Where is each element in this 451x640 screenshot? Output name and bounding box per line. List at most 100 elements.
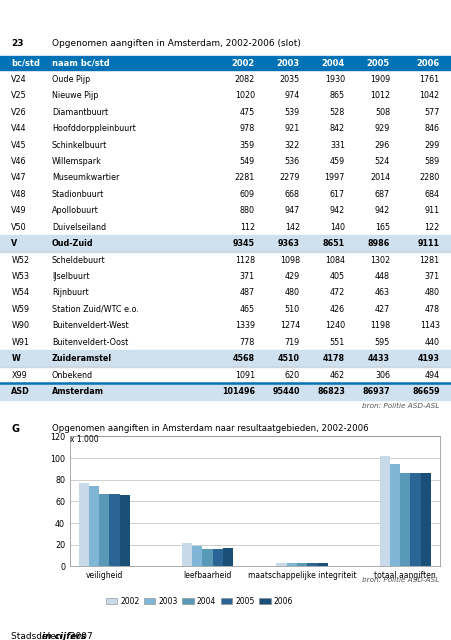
Text: 974: 974 bbox=[285, 92, 300, 100]
Text: 459: 459 bbox=[330, 157, 345, 166]
Text: 2005: 2005 bbox=[367, 59, 390, 68]
Text: 487: 487 bbox=[239, 289, 255, 298]
Text: 2006: 2006 bbox=[416, 59, 440, 68]
Text: 371: 371 bbox=[424, 272, 440, 281]
Text: 1084: 1084 bbox=[325, 255, 345, 264]
Text: 942: 942 bbox=[330, 206, 345, 215]
Text: 478: 478 bbox=[424, 305, 440, 314]
Text: 4510: 4510 bbox=[278, 354, 300, 363]
Text: 2002: 2002 bbox=[231, 59, 255, 68]
Text: 1930: 1930 bbox=[325, 75, 345, 84]
Text: Station Zuid/WTC e.o.: Station Zuid/WTC e.o. bbox=[52, 305, 139, 314]
Text: 86659: 86659 bbox=[412, 387, 440, 396]
Text: 359: 359 bbox=[239, 141, 255, 150]
Text: in cijfers: in cijfers bbox=[42, 632, 86, 640]
Bar bbox=[110, 494, 120, 566]
Text: 429: 429 bbox=[285, 272, 300, 281]
Text: 86937: 86937 bbox=[363, 387, 390, 396]
Text: 2281: 2281 bbox=[235, 173, 255, 182]
Text: 595: 595 bbox=[375, 338, 390, 347]
Text: IJselbuurt: IJselbuurt bbox=[52, 272, 89, 281]
Text: Onbekend: Onbekend bbox=[52, 371, 93, 380]
Text: Amsterdam: Amsterdam bbox=[52, 387, 104, 396]
Bar bbox=[297, 563, 307, 566]
Text: 2279: 2279 bbox=[280, 173, 300, 182]
Text: Schinkelbuurt: Schinkelbuurt bbox=[52, 141, 107, 150]
Text: 1302: 1302 bbox=[370, 255, 390, 264]
Text: 465: 465 bbox=[239, 305, 255, 314]
Text: 1761: 1761 bbox=[419, 75, 440, 84]
Text: bc/std: bc/std bbox=[11, 59, 40, 68]
Text: 880: 880 bbox=[240, 206, 255, 215]
Text: Oud-Zuid: Oud-Zuid bbox=[52, 239, 93, 248]
Text: V48: V48 bbox=[11, 190, 27, 199]
Text: W54: W54 bbox=[11, 289, 29, 298]
Text: 140: 140 bbox=[330, 223, 345, 232]
Bar bbox=[223, 548, 233, 566]
Text: V45: V45 bbox=[11, 141, 27, 150]
Text: 331: 331 bbox=[330, 141, 345, 150]
Bar bbox=[0, 236, 451, 252]
Text: 2004: 2004 bbox=[322, 59, 345, 68]
Text: 405: 405 bbox=[330, 272, 345, 281]
Text: W91: W91 bbox=[11, 338, 29, 347]
Text: 9111: 9111 bbox=[418, 239, 440, 248]
Text: 322: 322 bbox=[285, 141, 300, 150]
Text: 472: 472 bbox=[330, 289, 345, 298]
Text: 462: 462 bbox=[330, 371, 345, 380]
Text: V47: V47 bbox=[11, 173, 27, 182]
Text: 508: 508 bbox=[375, 108, 390, 116]
Text: 1339: 1339 bbox=[235, 321, 255, 330]
Text: 510: 510 bbox=[285, 305, 300, 314]
Text: Stadsdelen: Stadsdelen bbox=[11, 632, 65, 640]
Text: V26: V26 bbox=[11, 108, 27, 116]
Text: 620: 620 bbox=[285, 371, 300, 380]
Text: 1128: 1128 bbox=[235, 255, 255, 264]
Text: Opgenomen aangiften in Amsterdam naar resultaatgebieden, 2002-2006: Opgenomen aangiften in Amsterdam naar re… bbox=[52, 424, 368, 433]
Text: 2280: 2280 bbox=[419, 173, 440, 182]
Text: 865: 865 bbox=[330, 92, 345, 100]
Text: 1143: 1143 bbox=[420, 321, 440, 330]
Text: 539: 539 bbox=[285, 108, 300, 116]
Text: 929: 929 bbox=[375, 124, 390, 133]
Text: Diamantbuurt: Diamantbuurt bbox=[52, 108, 108, 116]
Text: G: G bbox=[11, 424, 19, 434]
Text: 299: 299 bbox=[424, 141, 440, 150]
Text: 23: 23 bbox=[11, 39, 24, 48]
Text: 1281: 1281 bbox=[419, 255, 440, 264]
Text: 2082: 2082 bbox=[235, 75, 255, 84]
Text: 112: 112 bbox=[239, 223, 255, 232]
Text: OPENBARE ORDE EN VEILIGHEID: OPENBARE ORDE EN VEILIGHEID bbox=[11, 10, 212, 20]
Text: 842: 842 bbox=[330, 124, 345, 133]
Text: Museumkwartier: Museumkwartier bbox=[52, 173, 119, 182]
Text: 9345: 9345 bbox=[233, 239, 255, 248]
Text: W: W bbox=[11, 354, 20, 363]
Text: 589: 589 bbox=[424, 157, 440, 166]
Text: 480: 480 bbox=[425, 289, 440, 298]
Text: V25: V25 bbox=[11, 92, 27, 100]
Bar bbox=[400, 474, 410, 566]
Bar bbox=[0, 351, 451, 367]
Text: 426: 426 bbox=[330, 305, 345, 314]
Text: 306: 306 bbox=[375, 371, 390, 380]
Text: Buitenveldert-West: Buitenveldert-West bbox=[52, 321, 129, 330]
Text: 942: 942 bbox=[375, 206, 390, 215]
Text: 1042: 1042 bbox=[419, 92, 440, 100]
Text: 1012: 1012 bbox=[370, 92, 390, 100]
Text: W90: W90 bbox=[11, 321, 29, 330]
Text: 67: 67 bbox=[424, 10, 440, 20]
Text: 122: 122 bbox=[424, 223, 440, 232]
Bar bbox=[192, 546, 202, 566]
Bar bbox=[0, 383, 451, 400]
Text: 4433: 4433 bbox=[368, 354, 390, 363]
Text: 551: 551 bbox=[330, 338, 345, 347]
Text: x 1.000: x 1.000 bbox=[70, 435, 98, 444]
Text: 947: 947 bbox=[285, 206, 300, 215]
Text: 577: 577 bbox=[424, 108, 440, 116]
Bar bbox=[287, 563, 297, 566]
Text: Buitenveldert-Oost: Buitenveldert-Oost bbox=[52, 338, 128, 347]
Text: 524: 524 bbox=[375, 157, 390, 166]
Text: Oude Pijp: Oude Pijp bbox=[52, 75, 90, 84]
Text: 911: 911 bbox=[424, 206, 440, 215]
Text: 296: 296 bbox=[375, 141, 390, 150]
